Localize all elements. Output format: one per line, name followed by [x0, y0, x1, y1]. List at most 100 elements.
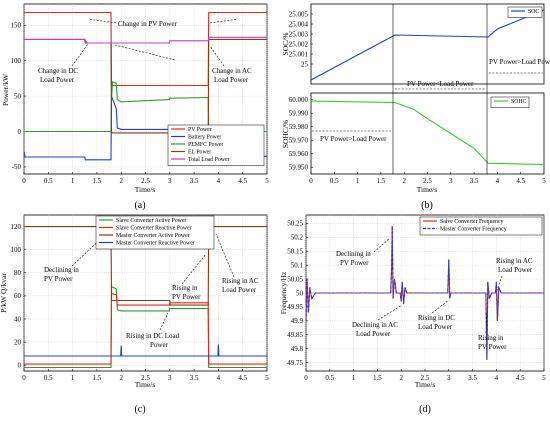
ann-d-decline-ac-1: Declining in AC [352, 321, 398, 329]
y-tick-label: 25.002 [289, 40, 309, 48]
panel-c-ylabel: P/kW Q/kvar [0, 273, 8, 313]
x-tick-label: 2 [119, 374, 123, 382]
ann-d-decline-ac-2: Load Power [356, 330, 391, 338]
x-tick-label: 4 [217, 374, 221, 382]
y-tick-label: 25 [301, 60, 309, 68]
x-tick-label: 5 [265, 177, 269, 185]
panel-b-annotations: PV Power>Load Power PV Power<Load Power … [312, 58, 550, 143]
ann-change-ac-1: Change in AC [212, 67, 252, 75]
ann-pv-gt-load-2: PV Power>Load Power [489, 58, 550, 66]
x-tick-label: 4.5 [238, 177, 247, 185]
panel-b-xlabel: Time/s [417, 185, 438, 194]
ann-arrow [87, 18, 117, 24]
x-tick-label: 2.5 [423, 177, 432, 185]
x-tick-label: 0.5 [325, 374, 334, 382]
x-tick-label: 0 [304, 374, 308, 382]
y-tick-label: 120 [11, 223, 22, 231]
y-tick-label: 49.9 [291, 317, 304, 325]
series-line [24, 11, 267, 87]
x-tick-label: 0 [309, 177, 313, 185]
x-tick-label: 1 [71, 177, 75, 185]
y-tick-label: 50.15 [287, 248, 303, 256]
y-tick-label: 49.8 [291, 345, 304, 353]
x-tick-label: 4 [495, 374, 499, 382]
ann-arrow [209, 18, 239, 24]
y-tick-label: 100 [11, 57, 22, 65]
ann-arrow [431, 299, 450, 314]
panel-b-label: (b) [421, 200, 433, 211]
ann-pv-lt-load: PV Power<Load Power [407, 80, 474, 88]
legend-box [95, 215, 215, 250]
x-tick-label: 2.5 [141, 374, 150, 382]
panel-d-label: (d) [419, 404, 431, 415]
y-tick-label: 40 [14, 315, 22, 323]
x-tick-label: 1.5 [373, 374, 382, 382]
soc-line [310, 9, 545, 81]
y-tick-label: 50.2 [291, 234, 304, 242]
legend-label: PEMFC Power [188, 142, 223, 148]
y-tick-label: 49.75 [287, 359, 303, 367]
legend-label: Master Converter Frequency [440, 227, 507, 233]
panel-b-ylabel-bottom: SOHC/% [281, 120, 290, 148]
x-tick-label: 1.5 [93, 374, 102, 382]
ann-c-rise-dc-2: Power [150, 341, 169, 349]
sohc-line [310, 100, 545, 166]
ann-d-rise-dc-2: Load Power [418, 323, 453, 331]
y-tick-label: 49.95 [287, 303, 303, 311]
panel-d: 0 0.5 1 1.5 2 2.5 3 3.5 4 4.5 5 49.75 49.8 49.85 49.9 4… [279, 214, 546, 415]
x-tick-label: 1.5 [377, 177, 386, 185]
x-tick-label: 4.5 [516, 177, 525, 185]
panel-d-ylabel: Frequency/Hz [279, 271, 288, 314]
x-tick-label: 4 [496, 177, 500, 185]
x-tick-label: 1 [356, 177, 360, 185]
y-tick-label: 0 [18, 362, 22, 370]
y-tick-label: 60.000 [289, 96, 309, 104]
panel-b-ylabel-top: SOC/% [281, 33, 290, 56]
y-tick-label: 50 [14, 92, 22, 100]
ann-c-rise-pv-2: PV Power [172, 293, 201, 301]
panel-c: 0 0.5 1 1.5 2 2.5 3 3.5 4 4.5 5 0 20 40 60 80 100 120 P/k… [0, 214, 269, 415]
x-tick-label: 1.5 [93, 177, 102, 185]
ann-change-dc-2: Load Power [40, 76, 75, 84]
y-tick-label: 50.05 [287, 275, 303, 283]
series-line [24, 36, 267, 44]
ann-change-ac-2: Load Power [214, 76, 249, 84]
y-tick-label: 25.005 [289, 10, 309, 18]
ann-arrow [485, 311, 488, 334]
x-tick-label: 3.5 [468, 374, 477, 382]
ann-c-rise-pv-1: Rising in [172, 284, 198, 292]
legend-label: Battery Power [188, 135, 221, 141]
ann-c-rise-dc-1: Rising in DC Load [126, 332, 180, 340]
ann-arrow [159, 312, 169, 331]
x-tick-label: 2 [399, 374, 403, 382]
y-tick-label: 25.004 [289, 20, 309, 28]
legend-label: PV Power [188, 127, 212, 133]
legend-label: Master Converter Active Power [116, 233, 190, 239]
ann-arrow [71, 231, 109, 267]
series-line [24, 344, 267, 357]
ann-c-rise-ac-1: Rising in AC [222, 277, 259, 285]
ann-d-rise-dc-1: Rising in DC [418, 314, 455, 322]
x-tick-label: 1 [352, 374, 356, 382]
ann-pv-gt-load-1: PV Power>Load Power [320, 135, 387, 143]
x-tick-label: 5 [542, 177, 546, 185]
y-tick-label: -50 [12, 163, 22, 171]
ann-d-decline-pv-1: Declining in [336, 250, 371, 258]
ann-arrow [215, 233, 235, 278]
y-tick-label: 59.960 [289, 150, 309, 158]
ann-d-rise-ac-2: Load Power [498, 266, 533, 274]
legend-label: SOC [528, 9, 539, 15]
y-tick-label: 60 [14, 292, 22, 300]
y-tick-label: 25.003 [289, 30, 309, 38]
panel-a-ylabel: Power/kW [1, 73, 10, 106]
ann-d-rise-pv-2: PV Power [478, 343, 507, 351]
ann-d-rise-ac-1: Rising in AC [496, 257, 533, 265]
x-tick-label: 5 [265, 374, 269, 382]
x-tick-label: 0.5 [44, 374, 53, 382]
x-tick-label: 1 [71, 374, 75, 382]
panel-c-label: (c) [134, 404, 145, 415]
x-tick-label: 3.5 [470, 177, 479, 185]
ann-arrow [373, 237, 391, 253]
legend-label: Total Load Power [188, 157, 230, 163]
ann-change-pv: Change in PV Power [118, 20, 177, 28]
